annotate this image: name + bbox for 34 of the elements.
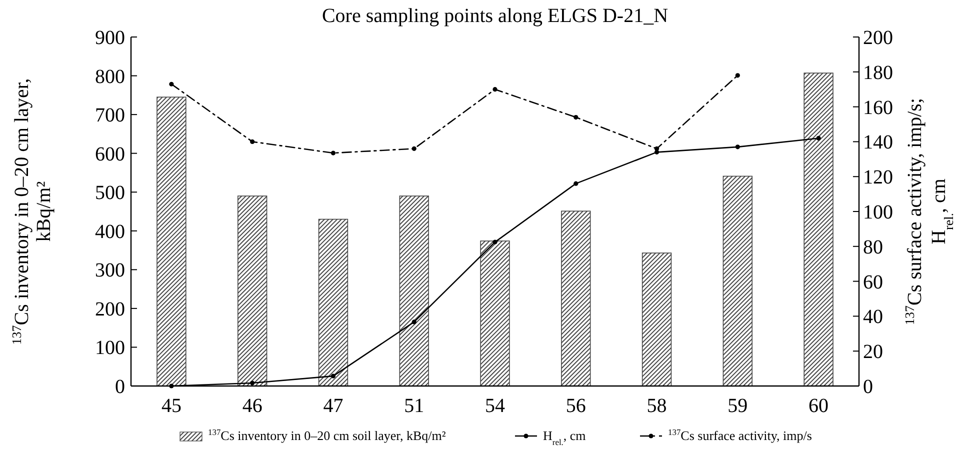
- y2-tick-label: 120: [863, 166, 893, 189]
- y-tick-label: 500: [95, 182, 125, 204]
- y-tick-label: 100: [95, 337, 125, 360]
- y-tick-label: 900: [95, 27, 125, 49]
- x-tick-label: 45: [161, 395, 182, 417]
- y2-tick-label: 40: [863, 306, 883, 328]
- x-tick-label: 59: [728, 395, 748, 417]
- y-tick-label: 300: [95, 260, 125, 282]
- y-tick-label: 0: [115, 376, 125, 398]
- y2-tick-label: 180: [863, 62, 893, 84]
- x-tick-label: 51: [404, 395, 424, 417]
- legend-label: H$_{rel.}$, cm: [543, 428, 586, 447]
- y-tick-label: 700: [95, 104, 125, 127]
- x-tick-label: 47: [323, 395, 344, 417]
- chart-title: Core sampling points along ELGS D-21_N: [322, 5, 668, 27]
- y2-tick-label: 0: [863, 376, 873, 398]
- y2-tick-label: 60: [863, 271, 883, 294]
- y2-tick-label: 20: [863, 341, 883, 364]
- x-tick-label: 54: [485, 395, 505, 417]
- y2-tick-label: 140: [863, 132, 893, 154]
- x-tick-label: 46: [242, 395, 262, 417]
- y2-tick-label: 100: [863, 202, 893, 224]
- y2-tick-label: 80: [863, 236, 883, 258]
- legend-label: $^{137}$Cs inventory in 0–20 cm soil layer, kBq/m²: [208, 427, 446, 443]
- legend-label: $^{137}$Cs surface activity, imp/s: [668, 427, 812, 443]
- x-tick-label: 60: [808, 395, 829, 417]
- y2-tick-label: 200: [863, 27, 893, 49]
- y2-tick-label: 160: [863, 96, 893, 119]
- y-tick-label: 800: [95, 66, 125, 88]
- y-tick-label: 600: [95, 143, 125, 166]
- y-tick-label: 200: [95, 298, 125, 320]
- x-tick-label: 58: [646, 395, 667, 417]
- y-tick-label: 400: [95, 220, 125, 243]
- x-tick-label: 56: [566, 395, 586, 417]
